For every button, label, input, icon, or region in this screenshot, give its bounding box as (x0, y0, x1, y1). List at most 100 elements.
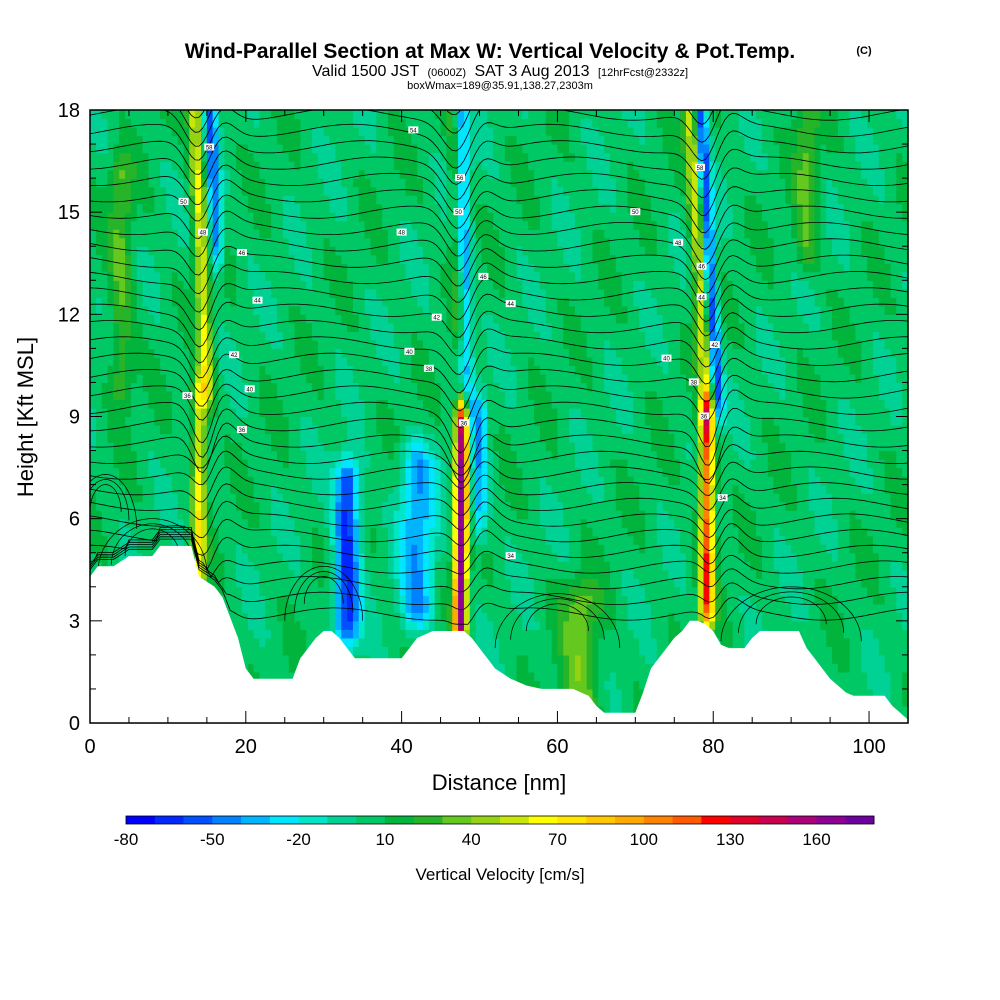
velocity-cell (306, 552, 313, 562)
velocity-cell (90, 212, 97, 222)
velocity-cell (434, 288, 442, 298)
velocity-cell (189, 425, 196, 435)
velocity-cell (125, 135, 132, 145)
velocity-cell (440, 535, 448, 545)
velocity-cell (282, 288, 290, 298)
velocity-cell (370, 578, 377, 588)
velocity-cell (201, 501, 208, 511)
velocity-cell (370, 535, 377, 545)
velocity-cell (323, 178, 331, 188)
velocity-cell (271, 442, 278, 452)
velocity-cell (119, 118, 126, 128)
velocity-cell (452, 595, 459, 605)
velocity-cell (306, 373, 313, 384)
velocity-cell (259, 671, 266, 682)
velocity-cell (452, 442, 459, 452)
velocity-cell (405, 484, 412, 494)
velocity-cell (300, 552, 307, 562)
velocity-cell (201, 331, 208, 341)
velocity-cell (195, 382, 202, 392)
velocity-cell (154, 220, 161, 230)
velocity-cell (387, 297, 395, 307)
velocity-cell (201, 348, 208, 358)
velocity-cell (358, 229, 366, 239)
velocity-cell (463, 288, 471, 298)
velocity-cell (136, 425, 144, 435)
velocity-cell (463, 110, 471, 120)
velocity-cell (212, 501, 220, 511)
velocity-cell (253, 161, 261, 171)
velocity-cell (119, 280, 126, 290)
velocity-cell (148, 161, 155, 171)
velocity-cell (364, 161, 372, 171)
velocity-cell (247, 297, 255, 307)
velocity-cell (423, 314, 430, 324)
velocity-cell (201, 399, 208, 409)
velocity-cell (218, 178, 225, 188)
velocity-cell (113, 220, 120, 230)
velocity-cell (136, 195, 144, 205)
velocity-cell (393, 637, 401, 647)
velocity-cell (90, 510, 97, 520)
velocity-cell (259, 612, 266, 622)
velocity-cell (382, 603, 389, 613)
velocity-cell (95, 459, 103, 469)
box-info: boxWmax=189@35.91,138.27,2303m (407, 80, 593, 92)
velocity-cell (399, 382, 407, 392)
velocity-cell (411, 407, 418, 418)
velocity-cell (236, 433, 243, 443)
velocity-cell (142, 280, 150, 290)
velocity-cell (300, 646, 307, 656)
velocity-cell (165, 254, 173, 264)
velocity-cell (130, 339, 138, 349)
velocity-cell (195, 152, 202, 162)
velocity-cell (142, 144, 150, 154)
velocity-cell (253, 595, 261, 605)
velocity-cell (183, 331, 190, 341)
velocity-cell (423, 280, 430, 290)
velocity-cell (452, 561, 459, 571)
velocity-cell (265, 280, 272, 290)
velocity-cell (95, 263, 103, 273)
velocity-cell (370, 305, 377, 315)
velocity-cell (411, 561, 418, 571)
velocity-cell (417, 578, 424, 588)
velocity-cell (411, 578, 418, 588)
velocity-cell (195, 399, 202, 409)
velocity-cell (329, 127, 336, 137)
velocity-cell (148, 314, 155, 324)
velocity-cell (183, 416, 190, 426)
velocity-cell (376, 110, 383, 120)
velocity-cell (329, 118, 336, 128)
velocity-cell (323, 552, 331, 562)
velocity-cell (206, 365, 214, 375)
velocity-cell (183, 467, 190, 477)
velocity-cell (125, 254, 132, 264)
velocity-cell (428, 518, 436, 528)
velocity-cell (294, 544, 301, 554)
velocity-cell (423, 518, 430, 528)
velocity-cell (136, 544, 144, 554)
velocity-cell (463, 178, 471, 188)
velocity-cell (148, 254, 155, 264)
velocity-cell (253, 263, 261, 273)
velocity-cell (300, 356, 307, 367)
velocity-cell (463, 297, 471, 307)
velocity-cell (347, 203, 354, 213)
velocity-cell (142, 416, 150, 426)
velocity-cell (259, 476, 266, 486)
velocity-cell (288, 229, 296, 239)
velocity-cell (352, 331, 360, 341)
velocity-cell (288, 399, 296, 409)
velocity-cell (259, 135, 266, 145)
velocity-cell (271, 476, 278, 486)
velocity-cell (113, 399, 120, 409)
velocity-cell (428, 110, 436, 120)
velocity-cell (458, 110, 465, 120)
velocity-cell (230, 144, 237, 154)
velocity-cell (218, 390, 225, 401)
velocity-cell (352, 271, 360, 281)
velocity-cell (475, 212, 483, 222)
velocity-cell (154, 161, 161, 171)
